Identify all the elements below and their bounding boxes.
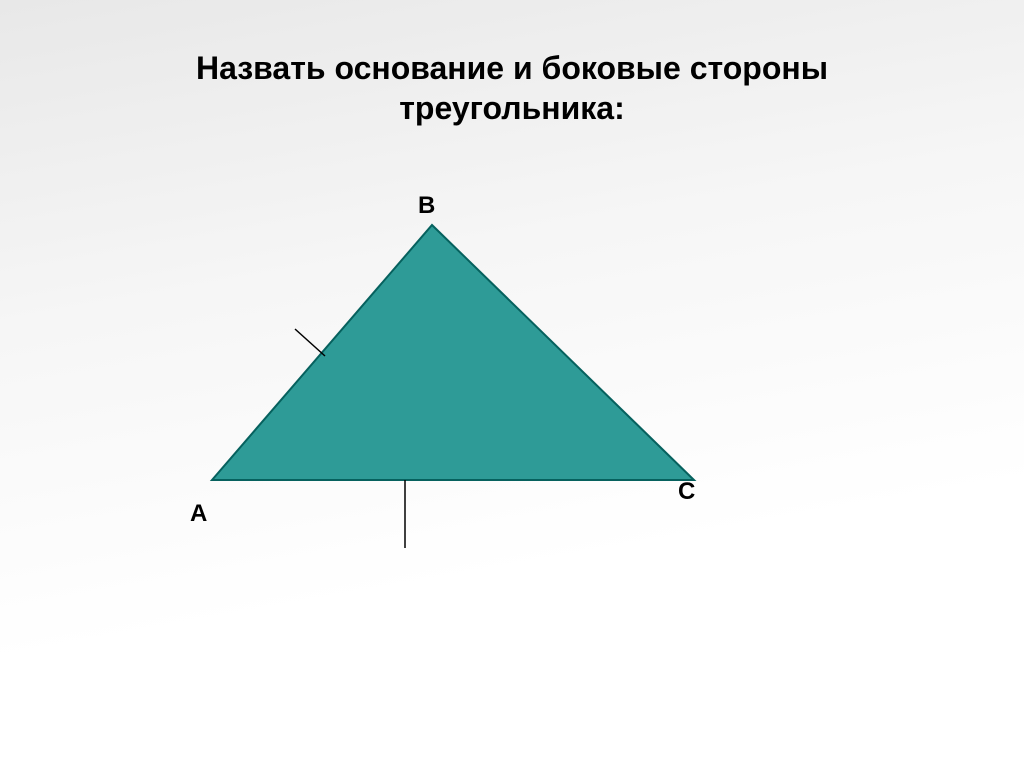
vertex-label-a: А	[190, 500, 207, 528]
tick-side-ab	[295, 329, 325, 356]
vertex-label-c: С	[678, 478, 695, 506]
slide: Назвать основание и боковые стороны треу…	[0, 0, 1024, 767]
triangle-shape	[212, 225, 694, 480]
triangle-diagram	[0, 0, 1024, 767]
vertex-label-b: В	[418, 192, 435, 220]
